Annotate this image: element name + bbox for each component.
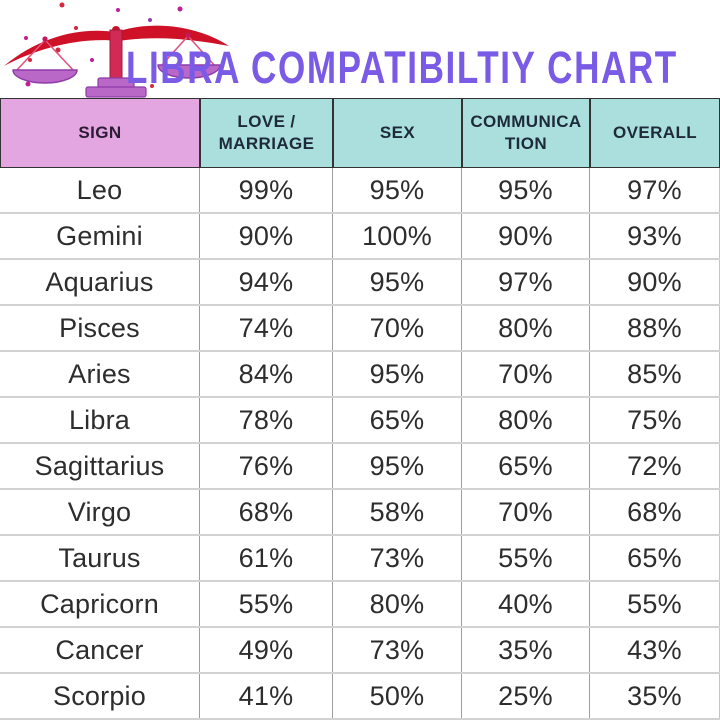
sign-cell: Virgo [0,490,200,534]
value-cell: 76% [200,444,333,488]
value-cell: 90% [590,260,720,304]
value-cell: 49% [200,628,333,672]
sign-cell: Aquarius [0,260,200,304]
value-cell: 43% [590,628,720,672]
sign-cell: Libra [0,398,200,442]
right-pan [157,32,221,79]
value-cell: 68% [590,490,720,534]
value-cell: 65% [590,536,720,580]
value-cell: 95% [462,168,590,212]
column-header-overall: OVERALL [590,98,720,168]
value-cell: 84% [200,352,333,396]
column-header-sex: SEX [333,98,462,168]
value-cell: 55% [200,582,333,626]
table-body: Leo 99% 95% 95% 97% Gemini 90% 100% 90% 93% Aquari… [0,168,720,720]
column-header-love-marriage: LOVE / MARRIAGE [200,98,333,168]
table-row: Virgo 68% 58% 70% 68% [0,490,720,536]
table-row: Sagittarius 76% 95% 65% 72% [0,444,720,490]
value-cell: 85% [590,352,720,396]
value-cell: 35% [590,674,720,718]
value-cell: 74% [200,306,333,350]
sign-cell: Leo [0,168,200,212]
value-cell: 97% [590,168,720,212]
value-cell: 68% [200,490,333,534]
value-cell: 80% [462,306,590,350]
value-cell: 88% [590,306,720,350]
compatibility-table: SIGN LOVE / MARRIAGE SEX COMMUNICATION O… [0,98,720,720]
table-row: Capricorn 55% 80% 40% 55% [0,582,720,628]
value-cell: 95% [333,352,462,396]
value-cell: 73% [333,536,462,580]
value-cell: 95% [333,260,462,304]
value-cell: 72% [590,444,720,488]
table-row: Scorpio 41% 50% 25% 35% [0,674,720,720]
value-cell: 70% [462,490,590,534]
column-header-communication: COMMUNICATION [462,98,590,168]
value-cell: 35% [462,628,590,672]
value-cell: 78% [200,398,333,442]
value-cell: 50% [333,674,462,718]
sign-cell: Aries [0,352,200,396]
left-pan [12,36,78,84]
value-cell: 95% [333,444,462,488]
value-cell: 55% [462,536,590,580]
sign-cell: Taurus [0,536,200,580]
sign-cell: Scorpio [0,674,200,718]
value-cell: 100% [333,214,462,258]
value-cell: 61% [200,536,333,580]
value-cell: 70% [462,352,590,396]
sign-cell: Cancer [0,628,200,672]
value-cell: 99% [200,168,333,212]
libra-scales-icon [4,2,229,98]
value-cell: 25% [462,674,590,718]
value-cell: 65% [333,398,462,442]
value-cell: 40% [462,582,590,626]
table-row: Gemini 90% 100% 90% 93% [0,214,720,260]
value-cell: 90% [462,214,590,258]
value-cell: 90% [200,214,333,258]
pole-and-base [85,29,147,98]
value-cell: 75% [590,398,720,442]
column-header-sign: SIGN [0,98,200,168]
table-row: Pisces 74% 70% 80% 88% [0,306,720,352]
table-row: Taurus 61% 73% 55% 65% [0,536,720,582]
value-cell: 80% [462,398,590,442]
value-cell: 55% [590,582,720,626]
table-row: Aquarius 94% 95% 97% 90% [0,260,720,306]
value-cell: 65% [462,444,590,488]
page-title: LIBRA COMPATIBILTIY CHART [126,42,678,93]
value-cell: 93% [590,214,720,258]
sign-cell: Pisces [0,306,200,350]
value-cell: 80% [333,582,462,626]
sign-cell: Sagittarius [0,444,200,488]
value-cell: 70% [333,306,462,350]
value-cell: 41% [200,674,333,718]
sign-cell: Capricorn [0,582,200,626]
table-row: Leo 99% 95% 95% 97% [0,168,720,214]
sign-cell: Gemini [0,214,200,258]
value-cell: 97% [462,260,590,304]
value-cell: 73% [333,628,462,672]
table-header-row: SIGN LOVE / MARRIAGE SEX COMMUNICATION O… [0,98,720,168]
value-cell: 94% [200,260,333,304]
value-cell: 58% [333,490,462,534]
table-row: Aries 84% 95% 70% 85% [0,352,720,398]
table-row: Libra 78% 65% 80% 75% [0,398,720,444]
table-row: Cancer 49% 73% 35% 43% [0,628,720,674]
value-cell: 95% [333,168,462,212]
